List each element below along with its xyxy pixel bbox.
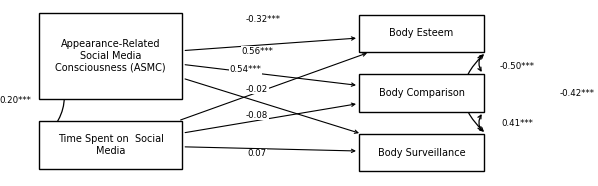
FancyBboxPatch shape xyxy=(359,134,484,171)
Text: 0.56***: 0.56*** xyxy=(241,47,273,56)
Text: -0.08: -0.08 xyxy=(246,111,269,120)
Text: Time Spent on  Social
Media: Time Spent on Social Media xyxy=(57,134,164,156)
Text: 0.41***: 0.41*** xyxy=(501,119,533,128)
Text: 0.54***: 0.54*** xyxy=(229,65,261,74)
FancyBboxPatch shape xyxy=(39,13,182,99)
Text: Body Esteem: Body Esteem xyxy=(389,28,454,39)
Text: 0.20***: 0.20*** xyxy=(0,96,31,105)
Text: Body Surveillance: Body Surveillance xyxy=(378,147,465,158)
Text: Appearance-Related
Social Media
Consciousness (ASMC): Appearance-Related Social Media Consciou… xyxy=(56,39,166,72)
Text: Body Comparison: Body Comparison xyxy=(379,88,465,98)
Text: -0.02: -0.02 xyxy=(246,85,269,94)
FancyBboxPatch shape xyxy=(359,15,484,52)
FancyBboxPatch shape xyxy=(359,74,484,112)
FancyBboxPatch shape xyxy=(39,121,182,169)
Text: -0.50***: -0.50*** xyxy=(500,62,535,70)
Text: 0.07: 0.07 xyxy=(248,149,267,158)
Text: -0.32***: -0.32*** xyxy=(246,15,280,24)
Text: -0.42***: -0.42*** xyxy=(560,89,594,97)
